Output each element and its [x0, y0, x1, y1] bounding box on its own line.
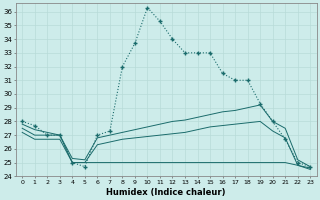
X-axis label: Humidex (Indice chaleur): Humidex (Indice chaleur)	[107, 188, 226, 197]
